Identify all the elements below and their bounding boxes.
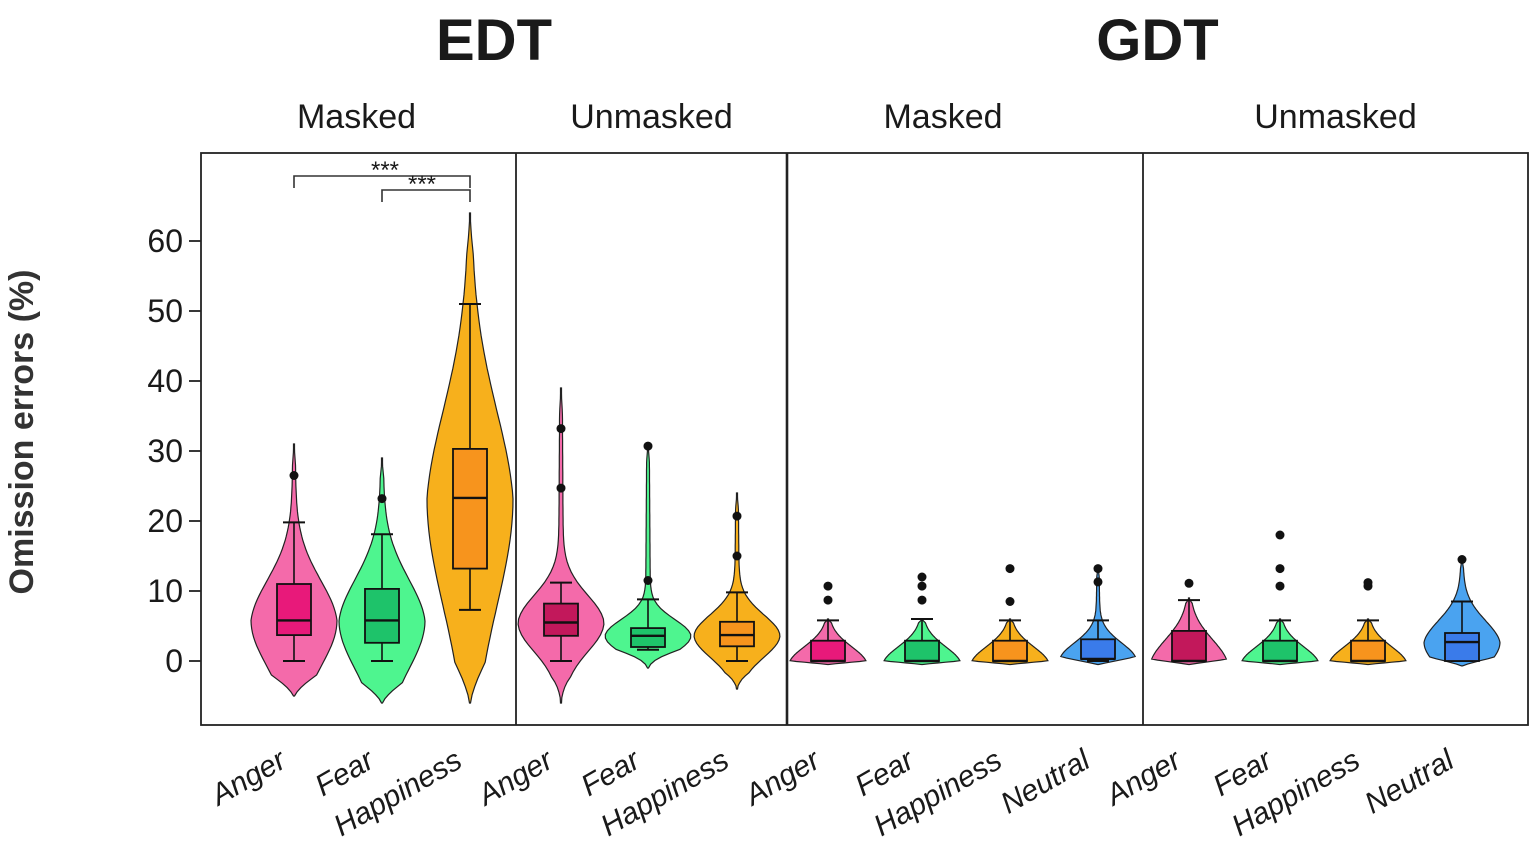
- group-gdt-unmasked-happiness-box: [1350, 639, 1386, 662]
- group-gdt-masked-fear-outlier-2: [917, 572, 927, 582]
- group-edt-unmasked-fear-outlier-0: [643, 576, 653, 585]
- group-edt-unmasked-anger-outlier-1: [556, 424, 566, 434]
- y-tick-label-40: 40: [147, 363, 183, 399]
- group-gdt-unmasked-anger: [1150, 578, 1228, 666]
- significance-layer: *** ***: [293, 157, 471, 202]
- group-gdt-masked-anger: [789, 581, 867, 666]
- group-edt-unmasked-happiness: [693, 492, 781, 690]
- panel-title-edt-masked: Masked: [297, 98, 416, 136]
- y-tick-label-60: 60: [147, 223, 183, 259]
- y-tick-label-10: 10: [147, 573, 183, 609]
- group-gdt-masked-neutral-outlier-1: [1093, 564, 1103, 574]
- group-gdt-masked-neutral: [1059, 564, 1137, 666]
- task-title-edt: EDT: [436, 8, 552, 73]
- task-title-gdt: GDT: [1096, 8, 1218, 73]
- group-edt-unmasked-fear-box: [630, 627, 666, 648]
- group-gdt-masked-anger-outlier-1: [823, 581, 833, 591]
- group-edt-masked-anger: [250, 443, 338, 697]
- panel-title-edt-unmasked: Unmasked: [570, 98, 733, 136]
- group-edt-masked-happiness-box: [452, 447, 488, 570]
- plot-border: [200, 152, 1529, 726]
- y-tick-label-30: 30: [147, 433, 183, 469]
- group-gdt-masked-happiness: [971, 564, 1049, 666]
- group-gdt-masked-happiness-box: [992, 639, 1028, 662]
- group-gdt-unmasked-neutral-outlier-0: [1457, 555, 1467, 564]
- group-gdt-masked-fear-outlier-0: [917, 595, 927, 605]
- group-gdt-unmasked-fear-outlier-2: [1275, 530, 1285, 540]
- x-tick-label-edt-unmasked-anger: Anger: [471, 743, 559, 813]
- group-edt-unmasked-fear: [604, 441, 692, 669]
- group-gdt-unmasked-anger-box: [1171, 630, 1207, 662]
- y-tick-label-0: 0: [165, 643, 183, 679]
- significance-line-1: [381, 189, 471, 202]
- group-gdt-unmasked-happiness-outlier-1: [1363, 578, 1373, 588]
- group-edt-masked-fear-outlier-0: [377, 494, 387, 504]
- group-gdt-unmasked-fear-box: [1262, 639, 1298, 662]
- x-tick-label-edt-masked-anger: Anger: [204, 743, 292, 813]
- group-edt-unmasked-happiness-outlier-0: [732, 551, 742, 561]
- x-tick-label-gdt-unmasked-neutral: Neutral: [1359, 743, 1460, 821]
- group-gdt-masked-anger-outlier-0: [823, 595, 833, 605]
- group-gdt-unmasked-neutral: [1423, 555, 1501, 667]
- group-edt-unmasked-anger: [517, 387, 605, 704]
- titles-layer: EDT Masked Unmasked GDT Masked Unmasked: [297, 8, 1417, 136]
- group-gdt-unmasked-neutral-box: [1444, 632, 1480, 662]
- significance-label-1: ***: [408, 171, 436, 198]
- group-gdt-masked-fear: [883, 572, 961, 666]
- group-edt-unmasked-happiness-outlier-1: [732, 511, 742, 521]
- group-gdt-unmasked-fear-outlier-0: [1275, 581, 1285, 591]
- group-edt-masked-fear-box: [364, 588, 400, 644]
- group-edt-unmasked-anger-box: [543, 602, 579, 637]
- panel-title-gdt-masked: Masked: [883, 98, 1002, 136]
- x-tick-label-gdt-unmasked-anger: Anger: [1099, 743, 1187, 813]
- violins-layer: [250, 212, 1501, 704]
- panel-title-gdt-unmasked: Unmasked: [1254, 98, 1417, 136]
- group-gdt-masked-anger-box: [810, 639, 846, 662]
- significance-bracket-1: ***: [381, 171, 471, 202]
- group-gdt-unmasked-fear-outlier-1: [1275, 564, 1285, 574]
- group-gdt-unmasked-happiness: [1329, 578, 1407, 666]
- group-gdt-masked-fear-outlier-1: [917, 581, 927, 591]
- y-tick-label-20: 20: [147, 503, 183, 539]
- significance-line-0: [293, 175, 471, 188]
- group-edt-masked-anger-box: [276, 583, 312, 636]
- group-gdt-masked-neutral-outlier-0: [1093, 577, 1103, 587]
- group-edt-unmasked-anger-outlier-0: [556, 483, 566, 493]
- group-gdt-masked-happiness-outlier-0: [1005, 597, 1015, 606]
- group-edt-unmasked-anger-violin: [517, 387, 605, 704]
- y-tick-label-50: 50: [147, 293, 183, 329]
- group-gdt-unmasked-anger-outlier-0: [1184, 578, 1194, 588]
- group-edt-masked-happiness: [426, 212, 514, 704]
- x-tick-label-gdt-masked-neutral: Neutral: [995, 743, 1096, 821]
- group-gdt-unmasked-fear: [1241, 530, 1319, 666]
- x-tick-label-gdt-masked-anger: Anger: [738, 743, 826, 813]
- group-gdt-masked-fear-box: [904, 639, 940, 662]
- group-edt-unmasked-fear-outlier-1: [643, 441, 653, 451]
- group-edt-masked-anger-outlier-0: [289, 471, 299, 480]
- group-edt-masked-fear: [338, 457, 426, 704]
- significance-label-0: ***: [371, 157, 399, 184]
- y-axis-label: Omission errors (%): [3, 270, 41, 595]
- group-gdt-masked-neutral-box: [1080, 638, 1116, 660]
- group-edt-unmasked-happiness-violin: [693, 492, 781, 690]
- frame-layer: [200, 152, 1529, 726]
- significance-bracket-0: ***: [293, 157, 471, 188]
- group-gdt-masked-happiness-outlier-1: [1005, 564, 1015, 574]
